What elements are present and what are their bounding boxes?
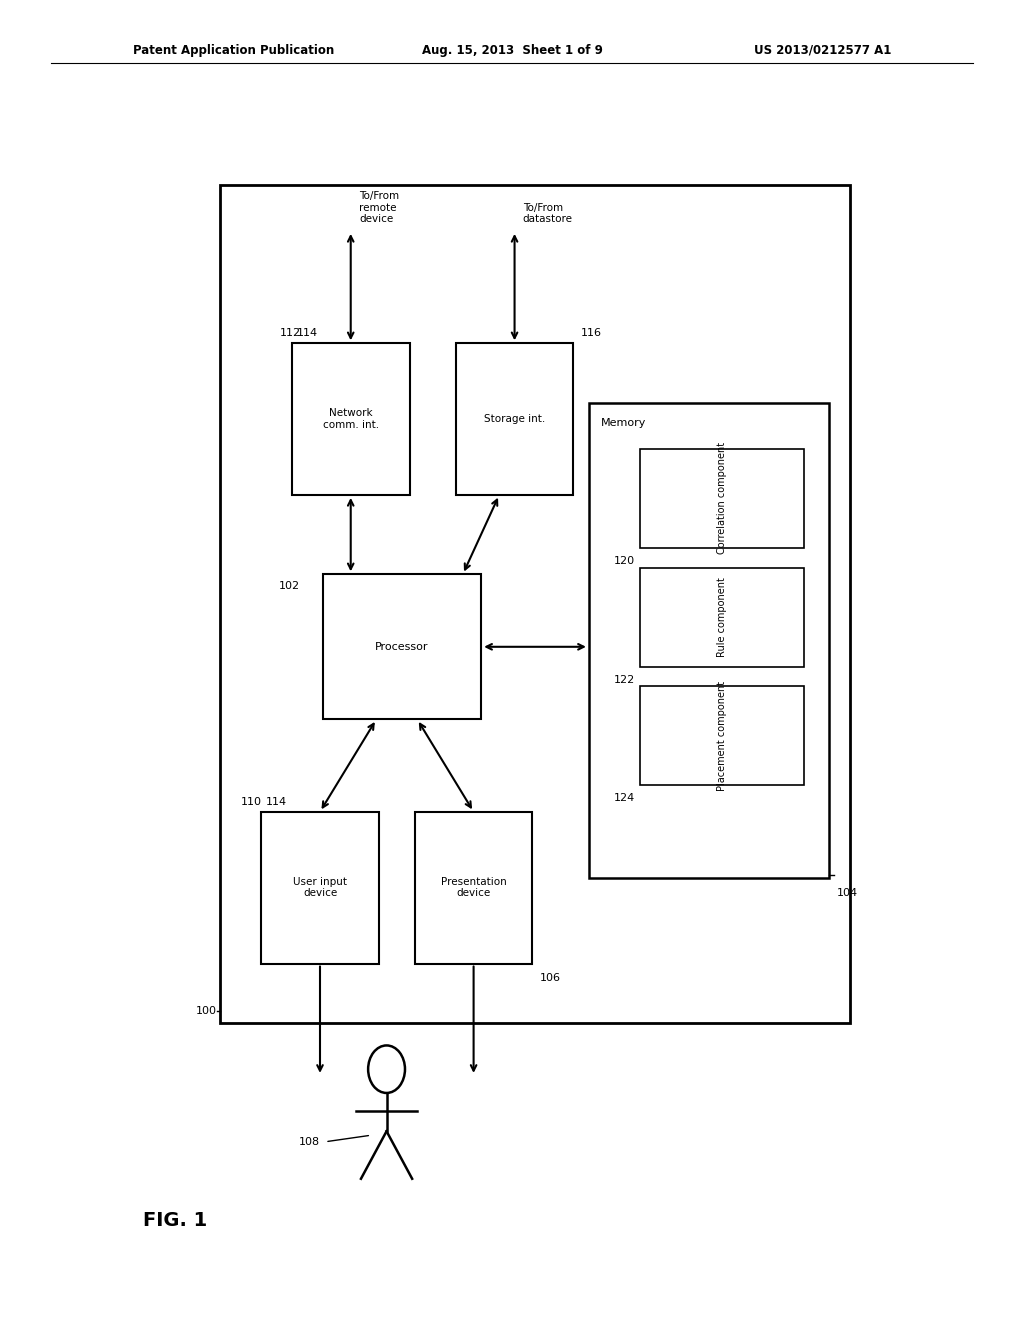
FancyBboxPatch shape (589, 403, 829, 878)
FancyBboxPatch shape (640, 686, 804, 785)
Text: Storage int.: Storage int. (484, 414, 545, 424)
Text: 114: 114 (266, 796, 288, 807)
Text: To/From
datastore: To/From datastore (523, 203, 572, 224)
Text: 122: 122 (613, 675, 635, 685)
Text: 116: 116 (581, 327, 602, 338)
FancyBboxPatch shape (261, 812, 379, 964)
Text: Rule component: Rule component (717, 577, 727, 657)
FancyBboxPatch shape (220, 185, 850, 1023)
Text: Placement component: Placement component (717, 681, 727, 791)
Text: Memory: Memory (601, 418, 646, 429)
Text: 110: 110 (241, 796, 262, 807)
Text: 124: 124 (613, 793, 635, 804)
Text: Aug. 15, 2013  Sheet 1 of 9: Aug. 15, 2013 Sheet 1 of 9 (422, 44, 602, 57)
Text: To/From
remote
device: To/From remote device (358, 191, 399, 224)
Text: User input
device: User input device (293, 876, 347, 899)
Text: 102: 102 (279, 581, 300, 591)
Text: 112: 112 (280, 327, 301, 338)
Text: Patent Application Publication: Patent Application Publication (133, 44, 335, 57)
FancyBboxPatch shape (640, 449, 804, 548)
Text: Presentation
device: Presentation device (440, 876, 507, 899)
Text: Network
comm. int.: Network comm. int. (323, 408, 379, 430)
Text: Processor: Processor (375, 642, 429, 652)
Text: 106: 106 (540, 973, 561, 983)
FancyBboxPatch shape (323, 574, 481, 719)
Text: FIG. 1: FIG. 1 (143, 1212, 208, 1230)
FancyBboxPatch shape (415, 812, 532, 964)
Text: 120: 120 (613, 556, 635, 566)
Text: 104: 104 (837, 888, 858, 899)
Text: 100: 100 (196, 1006, 217, 1016)
Text: 114: 114 (297, 327, 318, 338)
Text: US 2013/0212577 A1: US 2013/0212577 A1 (754, 44, 891, 57)
Text: Correlation component: Correlation component (717, 442, 727, 554)
FancyBboxPatch shape (640, 568, 804, 667)
Text: 108: 108 (299, 1137, 319, 1147)
FancyBboxPatch shape (292, 343, 410, 495)
FancyBboxPatch shape (456, 343, 573, 495)
